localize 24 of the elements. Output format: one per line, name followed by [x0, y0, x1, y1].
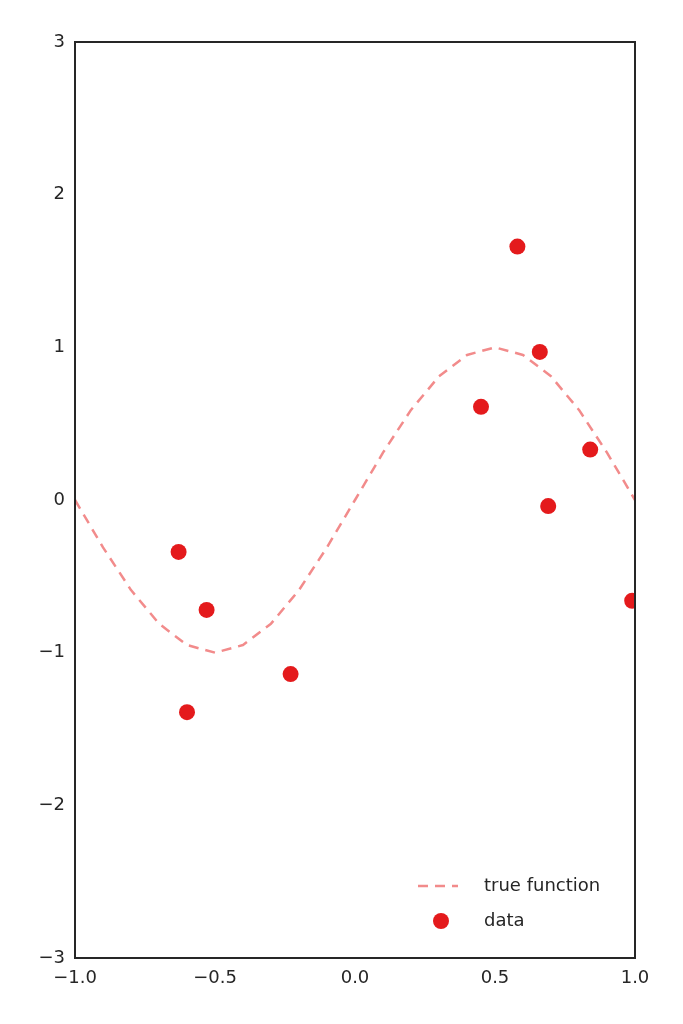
y-tick-label: −3 [38, 945, 65, 967]
point [531, 343, 548, 360]
x-tick-label: 0.0 [340, 966, 370, 988]
y-tick-label: 3 [53, 29, 65, 51]
x-tick-label: −1.0 [53, 966, 97, 988]
legend-label: data [484, 908, 525, 930]
point [198, 601, 215, 618]
point [509, 238, 526, 255]
point [282, 666, 299, 683]
point [473, 398, 489, 415]
point [582, 441, 599, 458]
y-tick-label: 1 [53, 335, 65, 357]
y-tick-label: 0 [53, 487, 65, 509]
y-tick-label: 2 [53, 182, 65, 204]
point [170, 543, 187, 560]
x-tick-label: −0.5 [193, 966, 237, 988]
point [540, 498, 557, 515]
legend-label: true function [484, 873, 601, 895]
x-tick-label: 1.0 [620, 966, 650, 988]
x-tick-label: 0.5 [480, 966, 510, 988]
y-tick-label: −1 [38, 640, 65, 662]
y-tick-label: −2 [38, 793, 65, 815]
point [179, 704, 195, 721]
line-series [75, 346, 635, 654]
